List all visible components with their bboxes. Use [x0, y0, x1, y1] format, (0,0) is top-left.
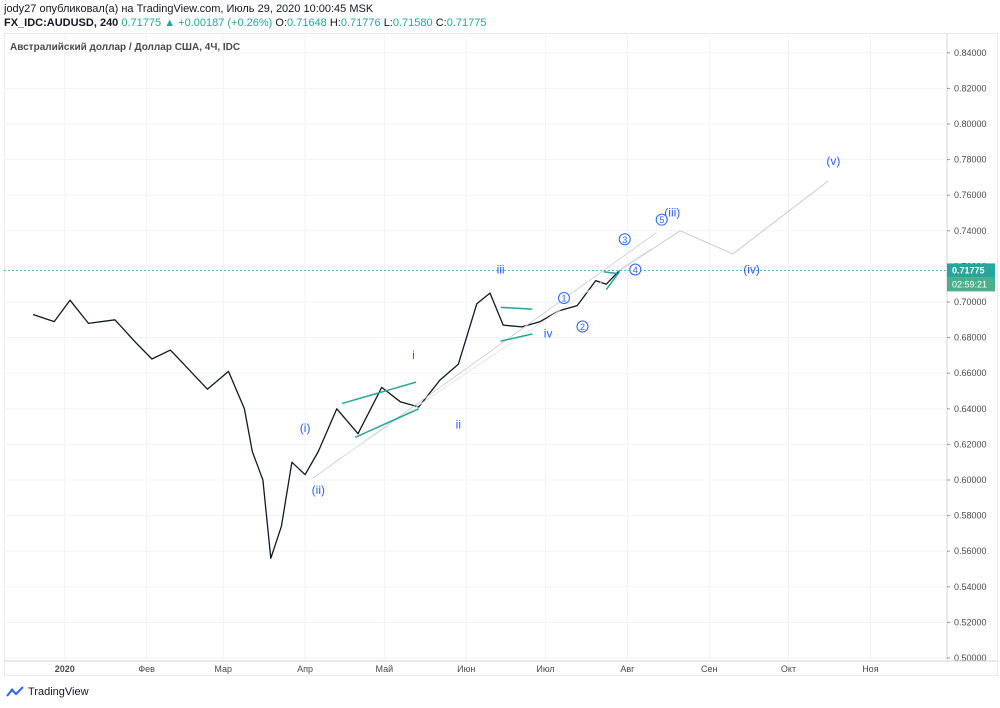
- y-tick-label: 0.60000: [954, 475, 987, 485]
- y-tick-label: 0.84000: [954, 48, 987, 58]
- wave-label: (i): [300, 421, 311, 435]
- wave-label: (iv): [743, 263, 760, 277]
- countdown-tag: [947, 277, 995, 292]
- wave-projection-line: [619, 180, 829, 271]
- y-tick-label: 0.50000: [954, 653, 987, 663]
- tradingview-logo-icon: [6, 686, 24, 697]
- symbol-ohlc-line: FX_IDC:AUDUSD, 240 0.71775 ▲ +0.00187 (+…: [4, 17, 486, 29]
- trend-line: [603, 270, 617, 275]
- x-tick-label: Фев: [138, 664, 155, 674]
- wave-label: (iii): [664, 206, 680, 220]
- y-tick-label: 0.66000: [954, 368, 987, 378]
- publisher-line: jody27 опубликовал(а) на TradingView.com…: [4, 3, 373, 15]
- price-change: ▲ +0.00187 (+0.26%): [164, 17, 273, 29]
- x-tick-label: Мар: [214, 664, 232, 674]
- wave-label: ii: [456, 417, 461, 431]
- x-tick-label: Май: [376, 664, 394, 674]
- y-tick-label: 0.82000: [954, 83, 987, 93]
- x-tick-label: Сен: [701, 664, 718, 674]
- countdown-label: 02:59:21: [952, 279, 987, 289]
- footer[interactable]: TradingView: [6, 686, 89, 698]
- wave-label: (v): [826, 154, 840, 168]
- trend-line: [500, 333, 533, 342]
- open-label: O:: [275, 17, 288, 29]
- x-tick-label: Окт: [781, 664, 796, 674]
- y-tick-label: 0.68000: [954, 333, 987, 343]
- channel-line: [333, 248, 652, 463]
- circled-wave-marker: [618, 233, 631, 246]
- y-tick-label: 0.56000: [954, 546, 987, 556]
- open-value: 0.71648: [287, 17, 327, 29]
- channel-line: [312, 232, 657, 479]
- trend-line: [341, 381, 417, 405]
- high-value: 0.71776: [340, 17, 381, 29]
- publisher-text: jody27 опубликовал(а) на TradingView.com…: [4, 3, 374, 15]
- plot-area: [32, 269, 620, 559]
- wave-label: iii: [497, 263, 505, 277]
- y-tick-label: 0.74000: [954, 226, 987, 236]
- chart-border: [4, 33, 998, 676]
- circled-wave-label: 4: [633, 265, 638, 275]
- symbol-label: FX_IDC:AUDUSD, 240: [4, 17, 119, 29]
- circled-wave-marker: [629, 263, 642, 276]
- trend-line: [605, 271, 621, 290]
- y-tick-label: 0.76000: [954, 190, 987, 200]
- trend-line: [355, 408, 420, 438]
- price-chart[interactable]: 0.50000 0.52000 0.54000 0.56000 0.58000 0.600…: [4, 33, 998, 676]
- circled-wave-marker: [557, 292, 570, 304]
- circled-wave-marker: [576, 320, 589, 333]
- x-axis[interactable]: 2020 Фев Мар Апр Май Июн Июл Авг Сен Окт Ноя: [4, 660, 998, 674]
- low-value: 0.71580: [392, 17, 433, 29]
- x-tick-label: Авг: [620, 664, 635, 674]
- price-tag-label: 0.71775: [952, 265, 985, 275]
- wave-label: iv: [544, 327, 553, 341]
- y-tick-label: 0.54000: [954, 582, 987, 592]
- x-tick-label: Июн: [457, 664, 475, 674]
- close-value: 0.71775: [446, 17, 487, 29]
- high-label: H:: [329, 17, 341, 29]
- wave-label: i: [412, 348, 415, 362]
- trend-line: [500, 306, 533, 310]
- last-price: 0.71775: [121, 17, 162, 29]
- grid: [4, 33, 947, 661]
- y-axis[interactable]: 0.50000 0.52000 0.54000 0.56000 0.58000 0.600…: [946, 33, 995, 663]
- x-tick-label: Ноя: [862, 664, 879, 674]
- close-label: C:: [435, 17, 447, 29]
- circled-wave-label: 1: [561, 294, 566, 304]
- circled-wave-marker: [655, 213, 668, 226]
- circled-wave-label: 2: [580, 322, 585, 332]
- circled-wave-label: 3: [622, 235, 627, 245]
- wave-label: (ii): [312, 483, 325, 497]
- low-label: L:: [383, 17, 393, 29]
- y-tick-label: 0.78000: [954, 155, 987, 165]
- y-tick-label: 0.70000: [954, 297, 987, 307]
- y-tick-label: 0.58000: [954, 511, 987, 521]
- y-tick-label: 0.80000: [954, 119, 987, 129]
- x-tick-label: Апр: [297, 664, 313, 674]
- circled-wave-label: 5: [659, 215, 664, 225]
- y-tick-label: 0.52000: [954, 617, 987, 627]
- price-line: [32, 269, 620, 559]
- price-tag: [947, 263, 995, 278]
- x-tick-label: 2020: [55, 664, 75, 674]
- y-tick-label: 0.64000: [954, 404, 987, 414]
- chart-title: Австралийский доллар / Доллар США, 4Ч, I…: [10, 42, 241, 53]
- x-tick-label: Июл: [536, 664, 554, 674]
- brand-name: TradingView: [28, 686, 89, 698]
- y-tick-label: 0.62000: [954, 439, 987, 449]
